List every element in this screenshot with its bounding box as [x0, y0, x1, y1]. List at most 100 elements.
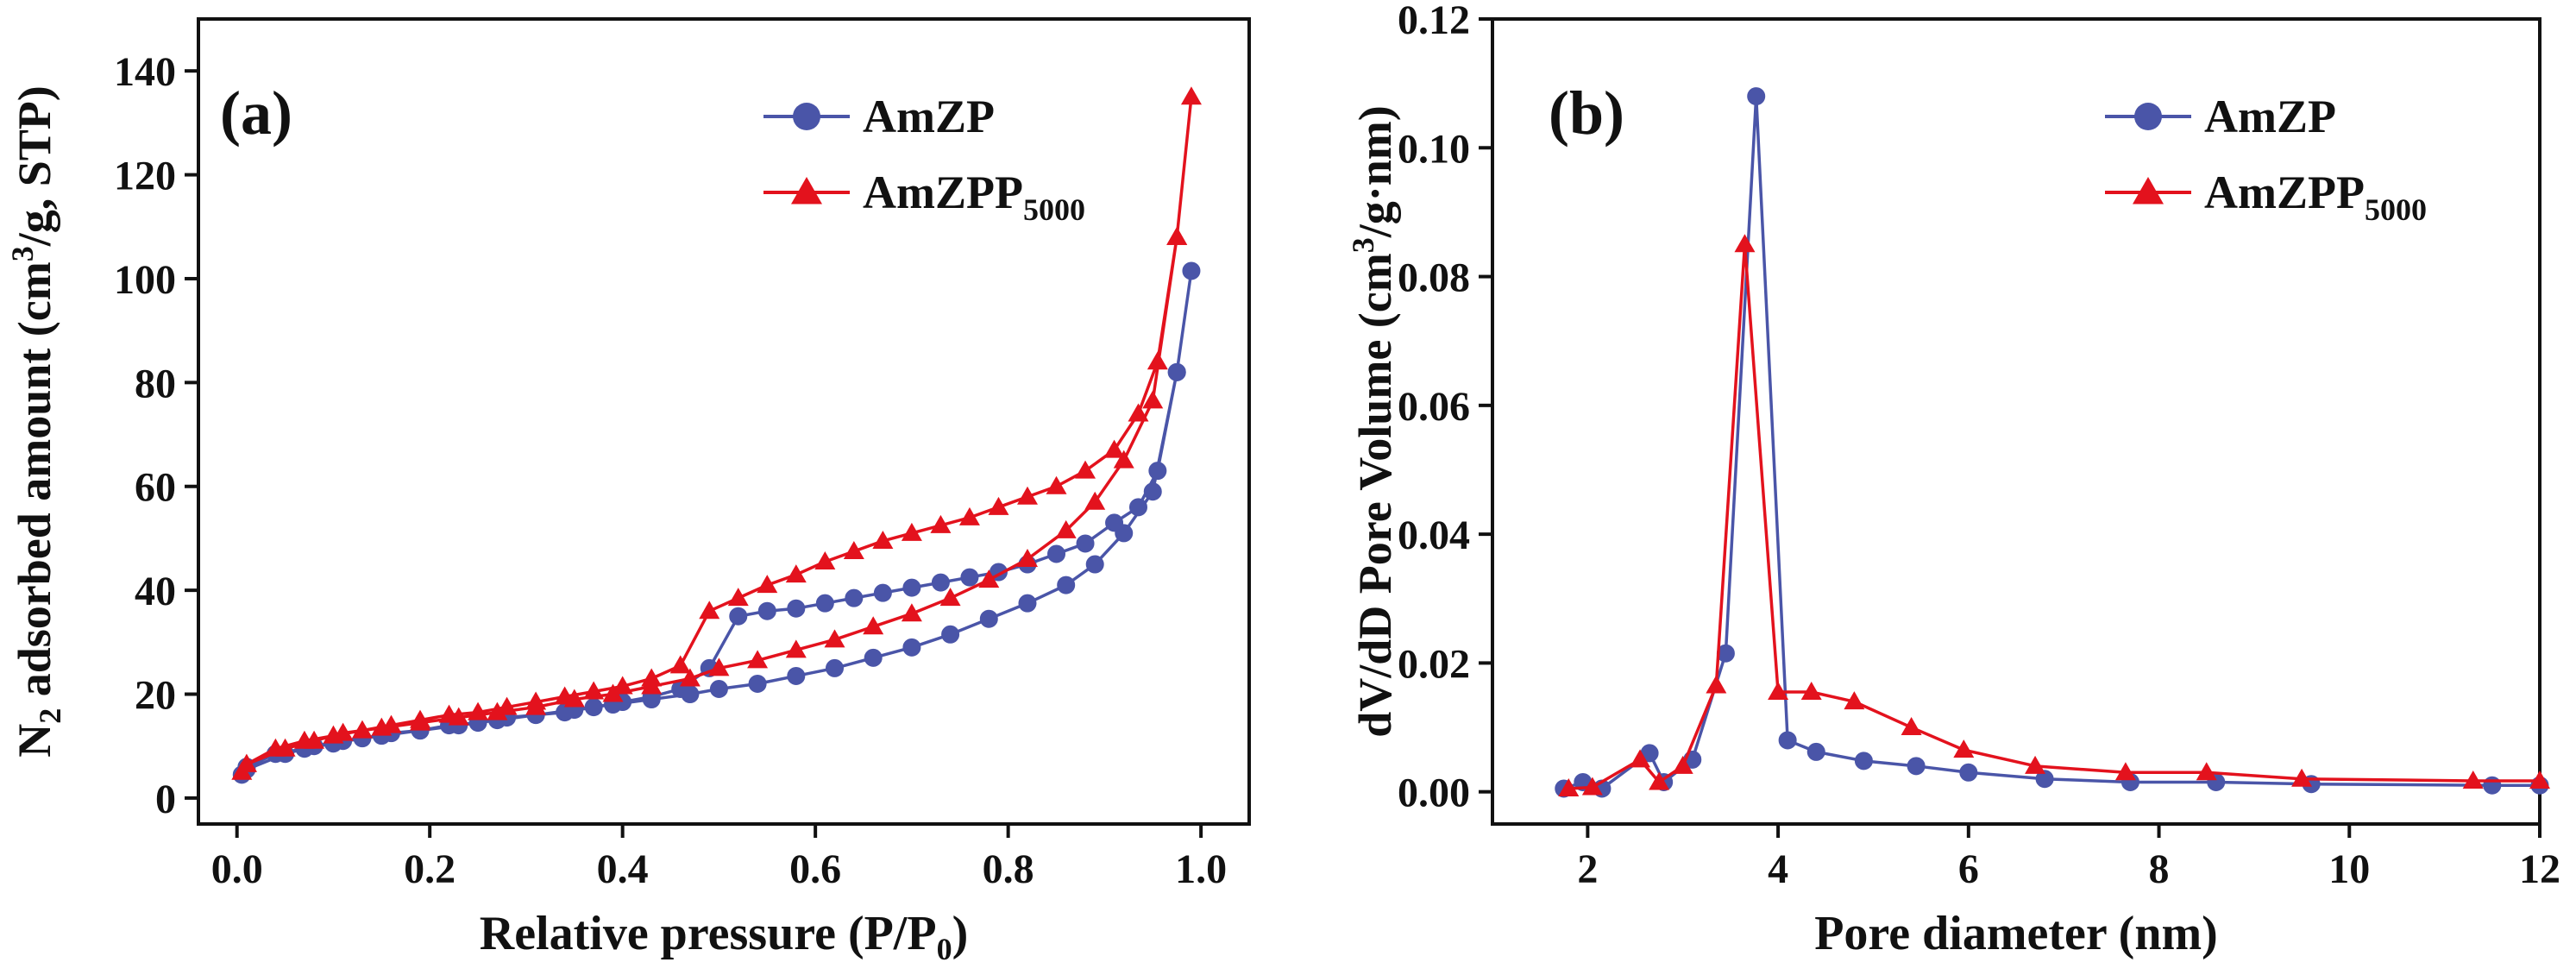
panel-b-y-axis-title-end: /g·nm)	[1349, 105, 1401, 238]
panel-b-chart: 2 4 6 8 10 12 0.00 0.02 0.04 0.06 0.08 0.10 0.12 Pore…	[1346, 0, 2560, 960]
panel-a-amzp-point	[1128, 498, 1147, 517]
panel-a-legend-label-amzp: AmZP	[863, 91, 995, 142]
panel-b-amzpp-point	[1558, 777, 1580, 796]
panel-a-chart: 0.0 0.2 0.4 0.6 0.8 1.0020406080100120140Rela…	[5, 17, 1251, 966]
panel-a-amzpp-point	[1142, 390, 1164, 409]
panel-a-amzpp-point	[699, 601, 720, 620]
panel-a-amzp-point	[864, 648, 883, 667]
panel-a-amzpp-point	[380, 714, 402, 733]
panel-b-x-tick-label: 4	[1768, 846, 1788, 892]
panel-a-x-axis-title: Relative pressure (P/P0)	[480, 907, 968, 966]
panel-a-amzpp-point	[583, 681, 605, 700]
panel-a-y-tick-label: 60	[135, 465, 176, 511]
panel-b-legend-marker-amzp	[2134, 103, 2162, 130]
panel-a-amzpp-point	[1016, 549, 1038, 568]
panel-a-amzpp-point	[824, 629, 845, 648]
panel-b-amzpp-point	[2114, 762, 2136, 781]
panel-a-amzpp-point	[612, 676, 633, 695]
panel-b-amzpp-point	[1800, 681, 1822, 700]
panel-a-amzp-point	[1148, 462, 1167, 481]
panel-a-amzp-point	[1167, 362, 1186, 381]
panel-b-legend-label-name: AmZPP	[2204, 167, 2365, 218]
panel-a-amzpp-point	[293, 730, 315, 749]
panel-a-amzpp-point	[872, 530, 894, 549]
panel-a-amzp-point	[845, 588, 864, 607]
panel-a-amzpp-point	[1055, 519, 1077, 538]
panel-a-amzpp-point	[939, 588, 961, 607]
panel-a-amzp-point	[748, 674, 767, 693]
panel-b-amzpp-point	[1768, 681, 1789, 700]
panel-a-amzpp-point	[901, 603, 922, 622]
panel-a-amzpp-point	[679, 668, 701, 687]
panel-a-legend-marker-amzp	[793, 103, 820, 130]
panel-a-y-axis-title-lead-sub: 2	[33, 708, 67, 724]
panel-b-x-axis-title: Pore diameter (nm)	[1814, 907, 2218, 960]
panel-b-y-axis-title: dV/dD Pore Volume (cm3/g·nm)	[1346, 105, 1401, 738]
panel-a-panel-label: (a)	[220, 79, 292, 148]
panel-a-amzpp-point	[236, 753, 257, 772]
panel-b-y-tick-label: 0.12	[1398, 0, 1470, 43]
panel-a-amzpp-point	[351, 720, 373, 739]
panel-b-amzpp-point	[2291, 768, 2313, 787]
panel-a-y-tick-label: 100	[114, 257, 176, 303]
panel-b-amzpp-point	[2462, 770, 2484, 789]
panel-a-amzp-point	[1105, 513, 1124, 532]
panel-a-amzp-point	[787, 666, 806, 685]
panel-a-y-tick-label: 120	[114, 154, 176, 199]
panel-a-amzp-point	[757, 601, 776, 620]
panel-a-amzpp-point	[323, 725, 344, 744]
panel-a-amzp-point	[1057, 576, 1076, 594]
panel-a-amzp-point	[729, 607, 748, 626]
panel-a-amzpp-point	[468, 701, 489, 720]
panel-b-legend-label-name: AmZP	[2204, 91, 2336, 142]
panel-a-amzpp-point	[708, 657, 730, 676]
panel-a-y-axis-title: N2 adsorbed amount (cm3/g, STP)	[5, 85, 67, 758]
panel-a-amzpp-point	[814, 551, 836, 570]
panel-b-series-amzpp-line	[1568, 242, 2540, 790]
panel-b-amzp-point	[1907, 757, 1926, 776]
panel-b-amzp-point	[1747, 87, 1766, 106]
panel-b-y-axis-title-mid: dV/dD Pore Volume (cm	[1349, 253, 1401, 738]
panel-a-amzp-point	[902, 578, 921, 597]
panel-b-amzpp-point	[2196, 762, 2217, 781]
panel-a-amzpp-point	[727, 588, 749, 607]
panel-b-amzp-point	[1778, 731, 1797, 750]
panel-a-y-tick-label: 0	[155, 777, 176, 822]
panel-b-amzpp-point	[1581, 777, 1603, 796]
panel-a-amzpp-point	[1046, 475, 1067, 494]
panel-a-amzp-point	[960, 568, 979, 587]
panel-a-amzpp-point	[843, 540, 864, 559]
panel-a-y-tick-label: 80	[135, 361, 176, 406]
panel-a-amzp-point	[1182, 261, 1201, 280]
panel-a-x-tick-label: 0.8	[983, 846, 1034, 892]
panel-a-amzp-point	[815, 594, 834, 613]
panel-a-x-tick-label: 1.0	[1175, 846, 1227, 892]
panel-b-x-tick-label: 10	[2328, 846, 2370, 892]
panel-a-amzpp-point	[1128, 403, 1149, 422]
panel-a-amzpp-point	[1147, 351, 1168, 370]
panel-a-amzpp-point	[747, 650, 769, 669]
panel-a-amzpp-point	[958, 506, 980, 525]
panel-a-y-tick-label: 140	[114, 49, 176, 95]
panel-a-x-axis-title-main: Relative pressure	[480, 907, 848, 960]
panel-a-amzpp-point	[554, 686, 575, 705]
panel-b-amzpp-point	[1953, 739, 1975, 758]
panel-b-x-tick-label: 12	[2519, 846, 2560, 892]
panel-b-amzpp-point	[1734, 234, 1756, 253]
panel-a-amzp-point	[1018, 594, 1037, 613]
panel-b-legend-label-amzp: AmZP	[2204, 91, 2336, 142]
panel-b-x-tick-label: 2	[1577, 846, 1598, 892]
panel-a-amzpp-point	[1084, 491, 1106, 510]
panel-a-amzpp-point	[1075, 460, 1096, 479]
panel-b-legend-label-sub: 5000	[2365, 192, 2427, 227]
panel-b-amzpp-point	[1649, 771, 1670, 790]
panel-b-amzp-point	[2035, 770, 2054, 789]
panel-a-amzp-point	[1085, 555, 1104, 574]
panel-a-amzpp-point	[641, 668, 663, 687]
panel-a-amzp-point	[787, 599, 806, 618]
panel-b-amzp-point	[1854, 752, 1873, 771]
panel-b-x-tick-label: 6	[1958, 846, 1979, 892]
panel-a-amzp-point	[709, 679, 728, 698]
panel-b-y-axis-title-sup: 3	[1346, 237, 1380, 253]
panel-a-y-axis-title-lead: N	[9, 724, 60, 758]
